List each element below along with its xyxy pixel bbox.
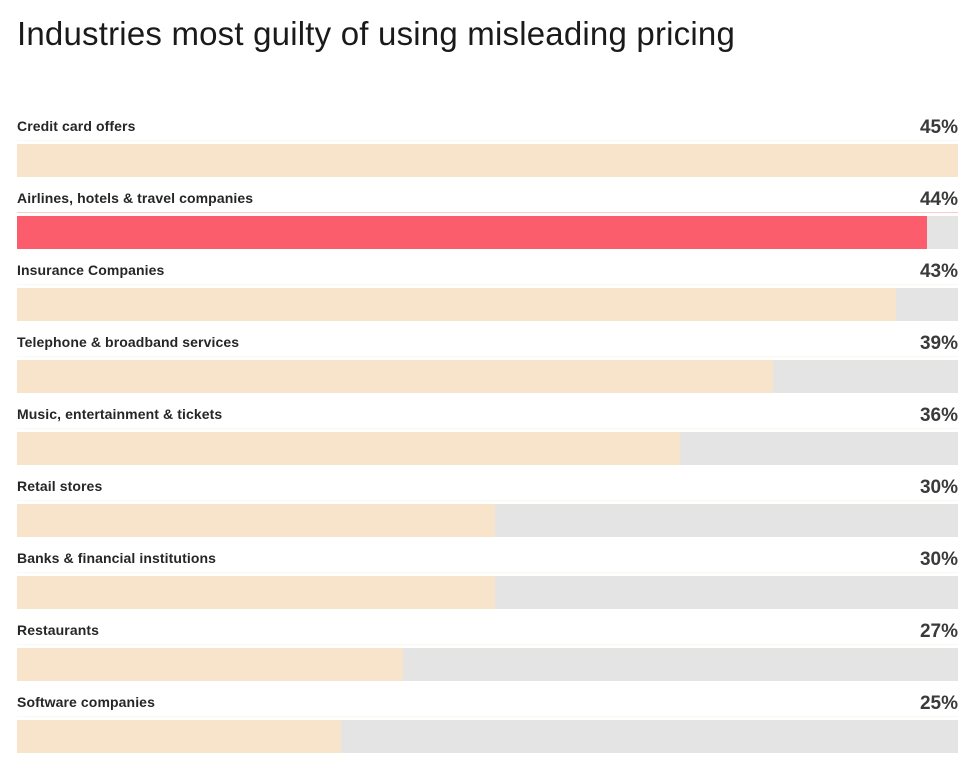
bar (17, 432, 681, 465)
value-label: 27% (919, 621, 958, 642)
bar-track (17, 648, 958, 681)
bar-chart: Credit card offers 45% Airlines, hotels & … (17, 118, 958, 753)
bar (17, 576, 496, 609)
row-header: Credit card offers 45% (17, 118, 958, 141)
chart-row: Software companies 25% (17, 694, 958, 753)
bar-highlighted (17, 216, 928, 249)
category-label: Airlines, hotels & travel companies (17, 190, 254, 206)
chart-row: Restaurants 27% (17, 622, 958, 681)
value-label: 30% (919, 477, 958, 498)
bar-track (17, 360, 958, 393)
bar (17, 504, 496, 537)
row-header: Music, entertainment & tickets 36% (17, 406, 958, 429)
value-label: 30% (919, 549, 958, 570)
category-label: Insurance Companies (17, 262, 165, 278)
category-label: Restaurants (17, 622, 100, 638)
row-header: Retail stores 30% (17, 478, 958, 501)
category-label: Retail stores (17, 478, 103, 494)
category-label: Telephone & broadband services (17, 334, 240, 350)
bar-track (17, 288, 958, 321)
bar-track (17, 144, 958, 177)
value-label: 45% (919, 117, 958, 138)
value-label: 25% (919, 693, 958, 714)
bar-track (17, 720, 958, 753)
bar-track (17, 216, 958, 249)
chart-row: Banks & financial institutions 30% (17, 550, 958, 609)
value-label: 43% (919, 261, 958, 282)
category-label: Music, entertainment & tickets (17, 406, 223, 422)
bar (17, 648, 403, 681)
bar-track (17, 576, 958, 609)
category-label: Banks & financial institutions (17, 550, 217, 566)
chart-title: Industries most guilty of using misleadi… (17, 15, 736, 52)
chart-row: Retail stores 30% (17, 478, 958, 537)
row-header: Telephone & broadband services 39% (17, 334, 958, 357)
chart-row: Telephone & broadband services 39% (17, 334, 958, 393)
chart-row: Airlines, hotels & travel companies 44% (17, 190, 958, 249)
row-header: Software companies 25% (17, 694, 958, 717)
row-header: Restaurants 27% (17, 622, 958, 645)
bar (17, 720, 341, 753)
bar (17, 360, 773, 393)
chart-row: Insurance Companies 43% (17, 262, 958, 321)
row-header: Banks & financial institutions 30% (17, 550, 958, 573)
value-label: 39% (919, 333, 958, 354)
category-label: Credit card offers (17, 118, 136, 134)
value-label: 44% (919, 189, 958, 210)
value-label: 36% (919, 405, 958, 426)
chart-row: Music, entertainment & tickets 36% (17, 406, 958, 465)
bar (17, 144, 958, 177)
chart-row: Credit card offers 45% (17, 118, 958, 177)
bar-track (17, 432, 958, 465)
row-header: Airlines, hotels & travel companies 44% (17, 190, 958, 213)
bar-track (17, 504, 958, 537)
category-label: Software companies (17, 694, 155, 710)
row-header: Insurance Companies 43% (17, 262, 958, 285)
bar (17, 288, 897, 321)
